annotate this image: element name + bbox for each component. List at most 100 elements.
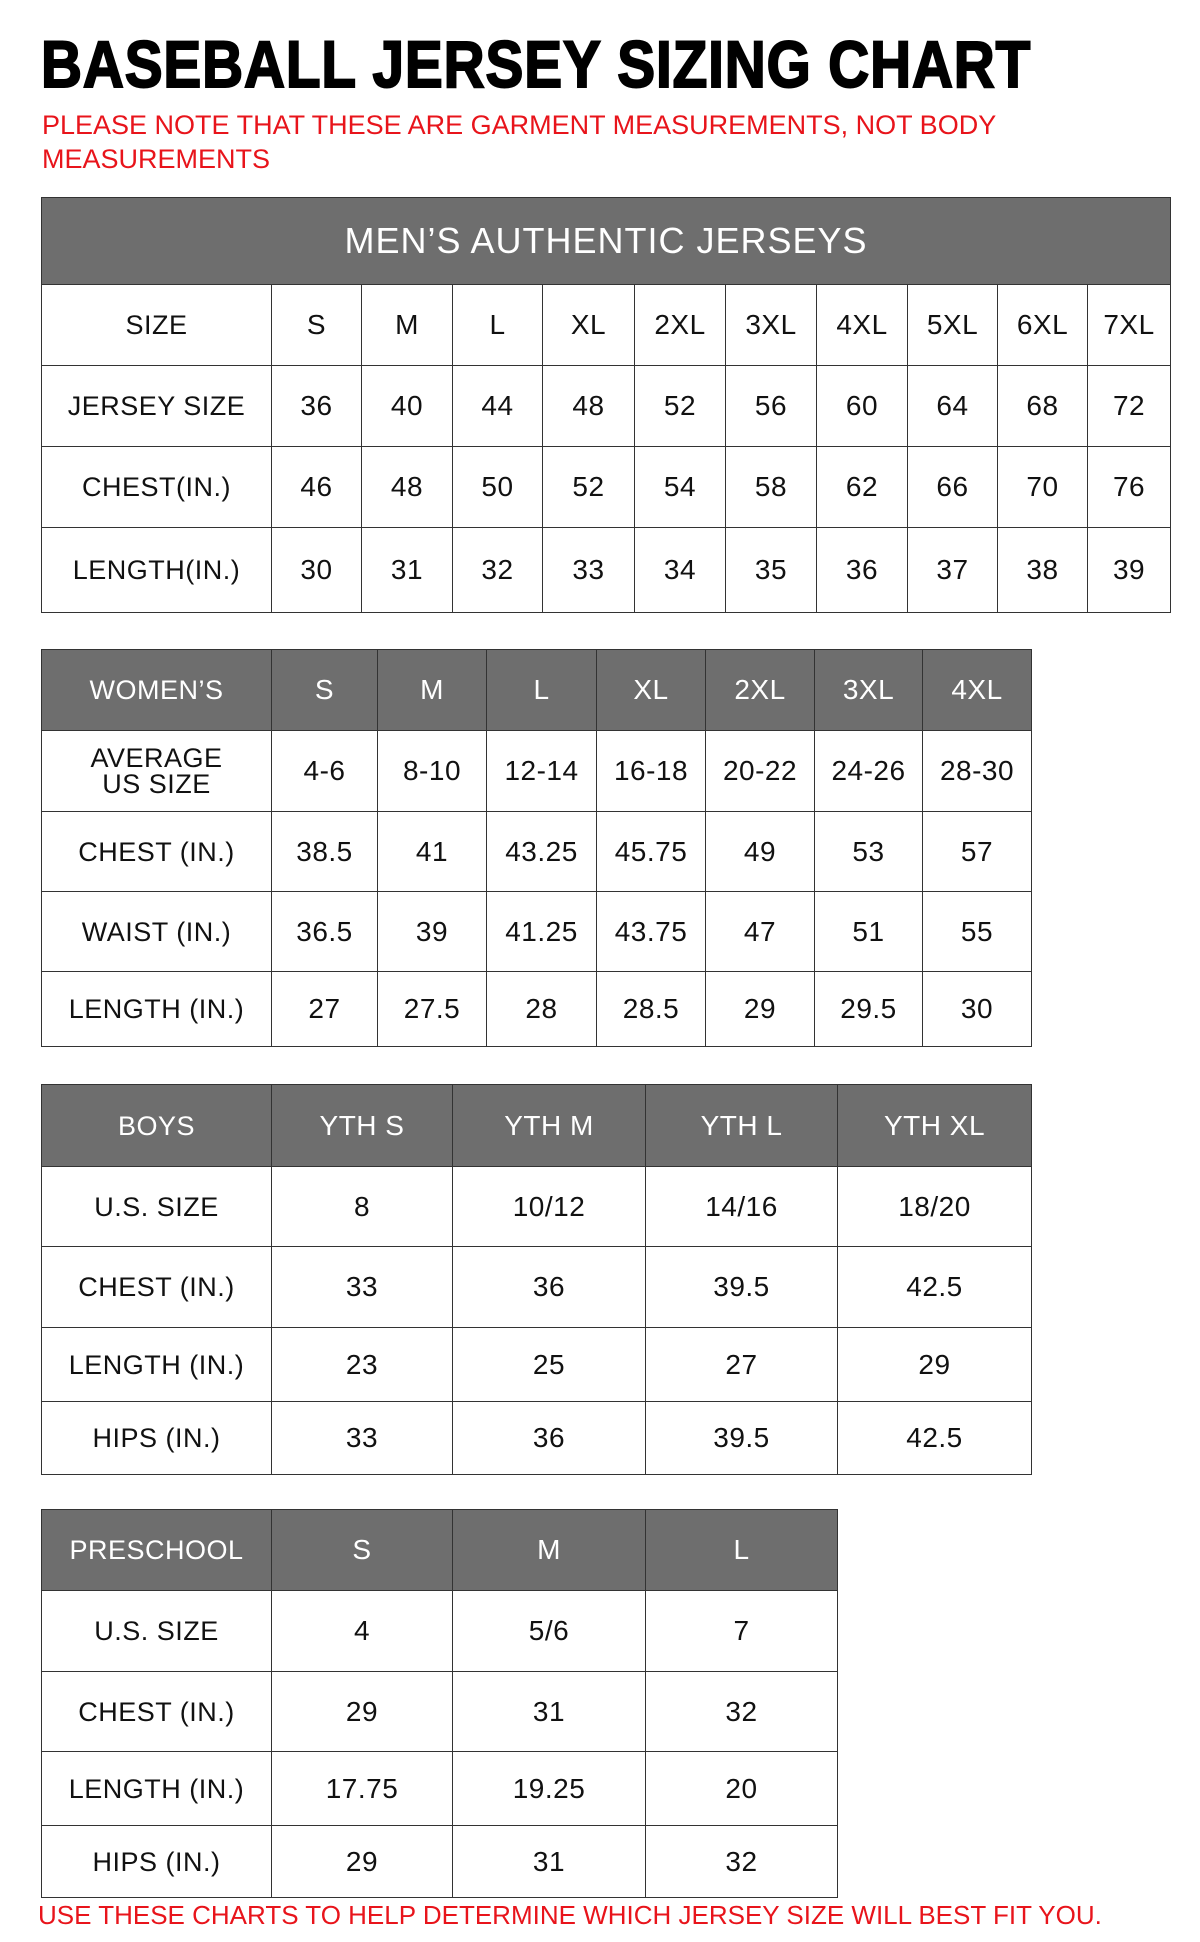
measurement-value: 42.5 — [837, 1401, 1032, 1475]
measurement-value: 41.25 — [486, 891, 597, 972]
measurement-value: 27 — [271, 971, 378, 1047]
table-row: LENGTH (IN.) 17.75 19.25 20 — [41, 1751, 838, 1826]
measurement-value: 29 — [271, 1825, 453, 1898]
table-row: CHEST(IN.) 46 48 50 52 54 58 62 66 70 76 — [41, 446, 1172, 528]
row-header-label: WOMEN’S — [41, 649, 272, 731]
measurement-value: 50 — [452, 446, 543, 528]
measurement-value: 27.5 — [377, 971, 487, 1047]
size-header-cell: XL — [542, 284, 635, 366]
size-header-cell: 2XL — [705, 649, 815, 731]
table-row: LENGTH (IN.) 23 25 27 29 — [41, 1327, 1032, 1402]
size-header-cell: 3XL — [814, 649, 923, 731]
measurement-value: 29.5 — [814, 971, 923, 1047]
size-header-cell: 7XL — [1086, 284, 1172, 366]
measurement-value: 54 — [634, 446, 726, 528]
measurement-value: 48 — [542, 365, 635, 447]
table-row: U.S. SIZE 8 10/12 14/16 18/20 — [41, 1166, 1032, 1247]
measurement-value: 32 — [452, 527, 543, 613]
table-row: CHEST (IN.) 29 31 32 — [41, 1671, 838, 1752]
size-header-cell: 3XL — [725, 284, 817, 366]
preschool-size-table: PRESCHOOL S M L U.S. SIZE 4 5/6 7 CHEST (IN.) 29 3… — [41, 1509, 838, 1898]
measurement-value: 28.5 — [596, 971, 706, 1047]
measurement-label: CHEST (IN.) — [41, 1246, 272, 1328]
measurement-value: 7 — [645, 1590, 838, 1672]
measurement-value: 36.5 — [271, 891, 378, 972]
garment-note: PLEASE NOTE THAT THESE ARE GARMENT MEASU… — [42, 110, 996, 174]
measurement-value: 41 — [377, 811, 487, 892]
row-header-label: PRESCHOOL — [41, 1509, 272, 1591]
table-row: LENGTH (IN.) 27 27.5 28 28.5 29 29.5 30 — [41, 971, 1032, 1047]
size-header-cell: 6XL — [997, 284, 1088, 366]
measurement-value: 60 — [816, 365, 908, 447]
size-header-cell: 4XL — [816, 284, 908, 366]
measurement-value: 31 — [452, 1671, 646, 1752]
measurement-value: 30 — [922, 971, 1032, 1047]
measurement-value: 12-14 — [486, 730, 597, 812]
measurement-value: 8 — [271, 1166, 453, 1247]
measurement-value: 66 — [907, 446, 998, 528]
measurement-value: 34 — [634, 527, 726, 613]
measurement-value: 36 — [816, 527, 908, 613]
measurement-value: 44 — [452, 365, 543, 447]
measurement-label: LENGTH (IN.) — [41, 1327, 272, 1402]
measurement-value: 18/20 — [837, 1166, 1032, 1247]
measurement-value: 76 — [1086, 446, 1172, 528]
measurement-value: 36 — [452, 1401, 646, 1475]
measurement-value: 56 — [725, 365, 817, 447]
table-caption: MEN’S AUTHENTIC JERSEYS — [40, 197, 1172, 285]
measurement-value: 20 — [645, 1751, 838, 1826]
measurement-value: 28 — [486, 971, 597, 1047]
page-title: BASEBALL JERSEY SIZING CHART — [40, 26, 1032, 102]
measurement-value: 33 — [542, 527, 635, 613]
size-header-cell: S — [271, 649, 378, 731]
measurement-value: 52 — [634, 365, 726, 447]
measurement-value: 33 — [271, 1246, 453, 1328]
size-header-cell: 2XL — [634, 284, 726, 366]
measurement-value: 39 — [1086, 527, 1172, 613]
measurement-value: 25 — [452, 1327, 646, 1402]
size-header-cell: M — [452, 1509, 646, 1591]
measurement-label: U.S. SIZE — [41, 1590, 272, 1672]
measurement-value: 45.75 — [596, 811, 706, 892]
measurement-value: 4-6 — [271, 730, 378, 812]
boys-size-table: BOYS YTH S YTH M YTH L YTH XL U.S. SIZE 8 10/12… — [41, 1084, 1032, 1475]
table-row: WAIST (IN.) 36.5 39 41.25 43.75 47 51 55 — [41, 891, 1032, 972]
size-header-cell: YTH L — [645, 1084, 838, 1167]
measurement-label: WAIST (IN.) — [41, 891, 272, 972]
size-header-cell: XL — [596, 649, 706, 731]
table-row: CHEST (IN.) 38.5 41 43.25 45.75 49 53 57 — [41, 811, 1032, 892]
measurement-value: 42.5 — [837, 1246, 1032, 1328]
measurement-value: 70 — [997, 446, 1088, 528]
measurement-value: 43.75 — [596, 891, 706, 972]
row-header-label: BOYS — [41, 1084, 272, 1167]
size-header-cell: M — [377, 649, 487, 731]
measurement-value: 23 — [271, 1327, 453, 1402]
size-header-cell: M — [361, 284, 453, 366]
table-row: HIPS (IN.) 33 36 39.5 42.5 — [41, 1401, 1032, 1475]
measurement-value: 36 — [271, 365, 362, 447]
measurement-value: 27 — [645, 1327, 838, 1402]
table-row: U.S. SIZE 4 5/6 7 — [41, 1590, 838, 1672]
measurement-value: 19.25 — [452, 1751, 646, 1826]
womens-size-table: WOMEN’S S M L XL 2XL 3XL 4XL AVERAGE US SIZE 4-6 8… — [41, 649, 1032, 1047]
measurement-value: 5/6 — [452, 1590, 646, 1672]
measurement-value: 39.5 — [645, 1401, 838, 1475]
measurement-label: LENGTH(IN.) — [41, 527, 272, 613]
measurement-value: 72 — [1086, 365, 1172, 447]
measurement-value: 62 — [816, 446, 908, 528]
size-header-cell: YTH XL — [837, 1084, 1032, 1167]
measurement-value: 40 — [361, 365, 453, 447]
measurement-label: CHEST(IN.) — [41, 446, 272, 528]
table-row: LENGTH(IN.) 30 31 32 33 34 35 36 37 38 39 — [41, 527, 1172, 613]
measurement-value: 43.25 — [486, 811, 597, 892]
mens-size-table: MEN’S AUTHENTIC JERSEYS SIZE S M L XL 2XL 3XL 4X… — [40, 197, 1172, 613]
measurement-value: 48 — [361, 446, 453, 528]
size-header-cell: YTH S — [271, 1084, 453, 1167]
measurement-value: 29 — [271, 1671, 453, 1752]
measurement-value: 29 — [837, 1327, 1032, 1402]
header-row: SIZE S M L XL 2XL 3XL 4XL 5XL 6XL 7XL — [41, 284, 1172, 366]
measurement-value: 4 — [271, 1590, 453, 1672]
measurement-label: CHEST (IN.) — [41, 1671, 272, 1752]
measurement-value: 31 — [452, 1825, 646, 1898]
measurement-value: 46 — [271, 446, 362, 528]
